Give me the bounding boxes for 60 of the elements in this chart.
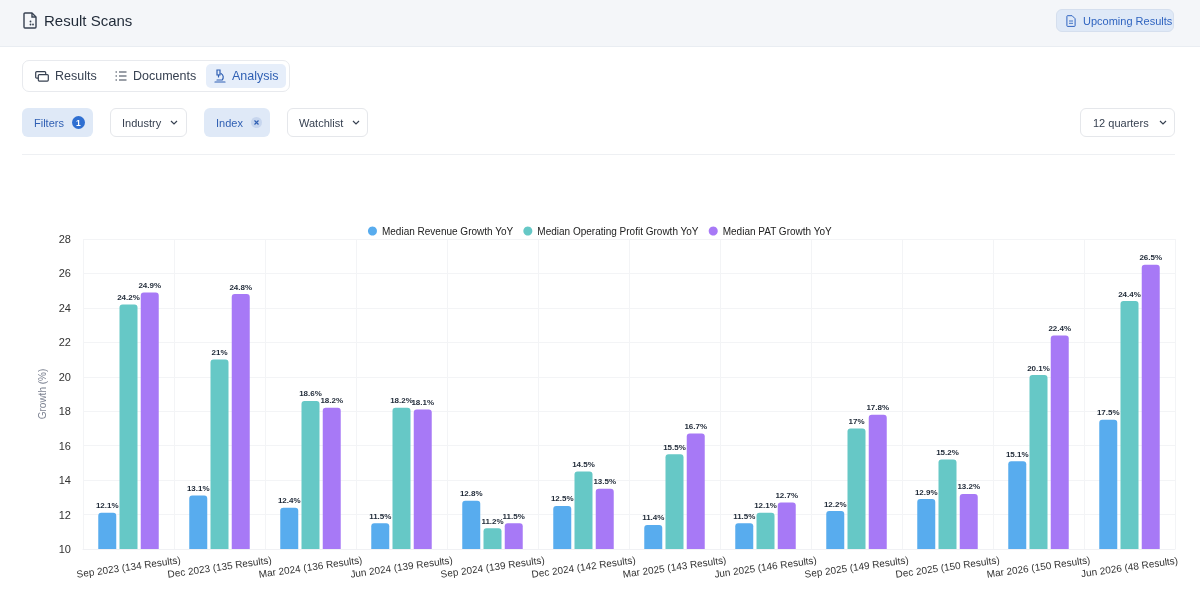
data-label: 12.2% bbox=[823, 499, 847, 509]
chart-title: Result Scans bbox=[44, 12, 133, 30]
data-label: 12.1% bbox=[95, 501, 119, 511]
data-label: 15.1% bbox=[1005, 449, 1029, 459]
legend-label: Median Operating Profit Growth YoY bbox=[537, 225, 699, 237]
data-label: 11.4% bbox=[642, 513, 665, 523]
data-label: 13.1% bbox=[186, 484, 210, 494]
data-label: 15.5% bbox=[663, 442, 686, 452]
data-label: 11.5% bbox=[369, 511, 392, 521]
index-chip[interactable]: Index bbox=[204, 108, 270, 137]
data-label: 24.4% bbox=[1118, 289, 1141, 299]
data-label: 18.2% bbox=[390, 396, 413, 406]
data-label: 11.5% bbox=[733, 511, 756, 521]
data-label: 13.5% bbox=[593, 477, 617, 487]
data-label: 17% bbox=[848, 416, 865, 426]
filters-button[interactable]: Filters 1 bbox=[22, 108, 93, 137]
y-tick-label: 12 bbox=[58, 508, 71, 521]
y-tick-label: 22 bbox=[58, 336, 71, 349]
y-axis-title: Growth (%) bbox=[37, 368, 49, 420]
data-label: 24.2% bbox=[117, 292, 140, 302]
y-tick-label: 20 bbox=[58, 370, 71, 383]
upcoming-results-button[interactable]: Upcoming Results bbox=[1056, 9, 1174, 32]
y-tick-label: 24 bbox=[58, 301, 71, 314]
data-label: 17.8% bbox=[866, 403, 890, 413]
data-label: 12.8% bbox=[459, 489, 483, 499]
documents-tab[interactable]: Documents bbox=[107, 64, 205, 88]
data-label: 13.2% bbox=[957, 482, 981, 492]
data-label: 14.5% bbox=[572, 460, 595, 469]
data-label: 15.2% bbox=[936, 447, 959, 457]
y-tick-label: 26 bbox=[58, 267, 71, 280]
industry-dropdown[interactable]: Industry bbox=[110, 108, 187, 137]
legend-label: Median PAT Growth YoY bbox=[722, 225, 832, 237]
data-label: 18.2% bbox=[320, 396, 344, 406]
data-label: 11.5% bbox=[502, 511, 525, 521]
data-label: 21% bbox=[211, 348, 228, 358]
data-label: 22.4% bbox=[1048, 323, 1072, 333]
data-label: 12.4% bbox=[277, 496, 301, 506]
data-label: 12.7% bbox=[775, 491, 799, 500]
y-tick-label: 28 bbox=[58, 233, 71, 245]
quarters-dropdown[interactable]: 12 quarters bbox=[1080, 108, 1175, 137]
data-label: 16.7% bbox=[684, 422, 708, 432]
legend-label: Median Revenue Growth YoY bbox=[381, 225, 514, 237]
data-label: 11.2% bbox=[481, 516, 504, 526]
results-tab[interactable]: Results bbox=[27, 64, 105, 88]
y-tick-label: 10 bbox=[58, 543, 71, 555]
data-label: 18.6% bbox=[299, 389, 322, 399]
y-tick-label: 18 bbox=[58, 405, 71, 418]
data-label: 12.9% bbox=[914, 487, 938, 497]
y-tick-label: 14 bbox=[58, 474, 71, 487]
data-label: 17.5% bbox=[1096, 408, 1120, 418]
data-label: 12.5% bbox=[550, 494, 574, 504]
y-tick-label: 16 bbox=[58, 439, 71, 452]
data-label: 24.9% bbox=[138, 280, 162, 290]
data-label: 24.8% bbox=[229, 282, 253, 292]
data-label: 26.5% bbox=[1139, 253, 1163, 263]
data-label: 20.1% bbox=[1027, 363, 1050, 373]
data-label: 12.1% bbox=[754, 501, 777, 511]
watchlist-dropdown[interactable]: Watchlist bbox=[287, 108, 368, 137]
analysis-tab[interactable]: Analysis bbox=[206, 64, 286, 88]
data-label: 18.1% bbox=[411, 398, 435, 407]
